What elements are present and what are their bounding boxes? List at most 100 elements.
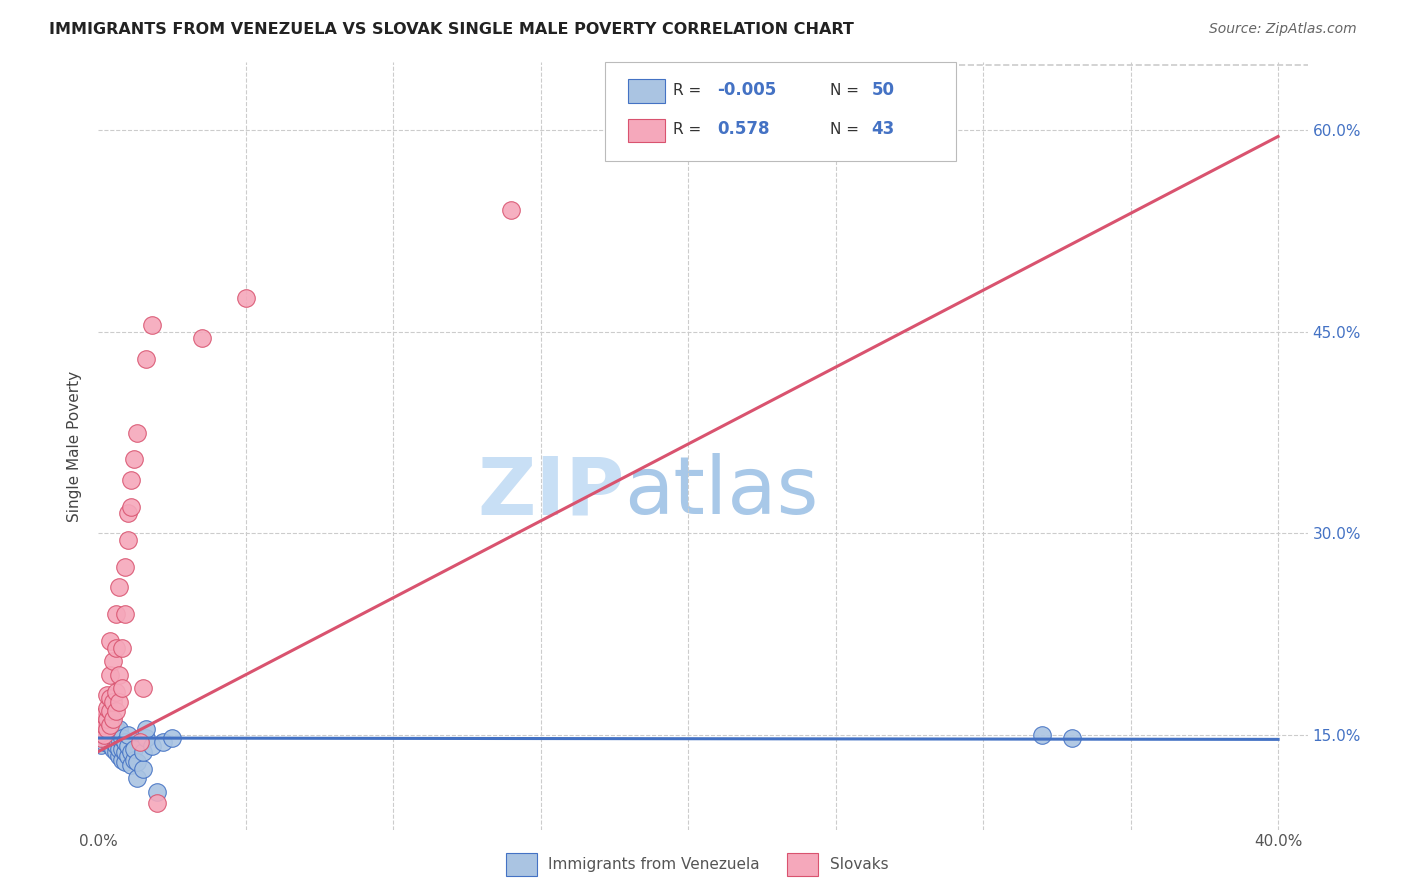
Text: 50: 50: [872, 81, 894, 99]
Point: [108, 695, 131, 709]
Point: [101, 654, 124, 668]
Point: [111, 640, 134, 655]
Point: [90, 738, 112, 752]
Point: [160, 731, 183, 745]
Y-axis label: Single Male Poverty: Single Male Poverty: [67, 370, 83, 522]
Point: [105, 744, 128, 758]
Text: R =: R =: [673, 122, 707, 136]
Point: [1060, 731, 1083, 745]
Point: [108, 731, 131, 745]
Point: [105, 607, 128, 622]
Point: [114, 735, 136, 749]
Point: [117, 728, 139, 742]
Point: [101, 717, 124, 731]
Point: [98, 712, 121, 726]
Point: [98, 667, 121, 681]
Point: [90, 731, 112, 745]
Point: [90, 725, 112, 739]
Point: [96, 725, 118, 739]
Point: [98, 717, 121, 731]
Point: [131, 744, 153, 758]
Point: [114, 607, 136, 622]
Point: [117, 506, 139, 520]
Point: [90, 714, 112, 729]
Point: [98, 731, 121, 745]
Point: [90, 725, 112, 739]
Point: [108, 748, 131, 763]
Point: [108, 741, 131, 756]
Point: [131, 762, 153, 776]
Point: [120, 473, 142, 487]
Point: [120, 758, 142, 772]
Point: [135, 722, 157, 736]
Point: [141, 318, 163, 332]
Point: [122, 741, 145, 756]
Point: [105, 731, 128, 745]
Point: [122, 753, 145, 767]
Point: [101, 741, 124, 756]
Point: [98, 634, 121, 648]
Point: [146, 796, 169, 810]
Point: [141, 739, 163, 753]
Point: [125, 772, 148, 786]
Point: [105, 704, 128, 718]
Point: [117, 739, 139, 753]
Point: [105, 640, 128, 655]
Point: [93, 735, 115, 749]
Text: N =: N =: [830, 83, 863, 97]
Point: [114, 744, 136, 758]
Text: 0.578: 0.578: [717, 120, 769, 138]
Point: [125, 425, 148, 440]
Point: [108, 722, 131, 736]
Point: [117, 533, 139, 548]
Text: Immigrants from Venezuela: Immigrants from Venezuela: [548, 857, 761, 871]
Point: [1031, 728, 1053, 742]
Point: [108, 580, 131, 594]
Point: [96, 722, 118, 736]
Point: [96, 688, 118, 702]
Point: [105, 722, 128, 736]
Text: IMMIGRANTS FROM VENEZUELA VS SLOVAK SINGLE MALE POVERTY CORRELATION CHART: IMMIGRANTS FROM VENEZUELA VS SLOVAK SING…: [49, 22, 853, 37]
Point: [96, 701, 118, 715]
Point: [96, 732, 118, 747]
Point: [101, 728, 124, 742]
Text: -0.005: -0.005: [717, 81, 776, 99]
Point: [235, 291, 257, 305]
Point: [98, 690, 121, 705]
Text: Slovaks: Slovaks: [830, 857, 889, 871]
Point: [111, 753, 134, 767]
Point: [135, 731, 157, 745]
Point: [128, 735, 150, 749]
Point: [105, 738, 128, 752]
Point: [111, 741, 134, 756]
Point: [93, 708, 115, 723]
Point: [90, 731, 112, 745]
Text: Source: ZipAtlas.com: Source: ZipAtlas.com: [1209, 22, 1357, 37]
Point: [93, 722, 115, 736]
Point: [114, 560, 136, 574]
Point: [135, 351, 157, 366]
Point: [98, 738, 121, 752]
Point: [101, 735, 124, 749]
Point: [111, 731, 134, 745]
Text: N =: N =: [830, 122, 863, 136]
Point: [125, 756, 148, 770]
Text: 43: 43: [872, 120, 896, 138]
Point: [117, 748, 139, 763]
Text: atlas: atlas: [624, 453, 818, 531]
Point: [96, 714, 118, 729]
Point: [101, 712, 124, 726]
Point: [501, 203, 523, 218]
Point: [98, 722, 121, 736]
Point: [146, 785, 169, 799]
Point: [93, 717, 115, 731]
Point: [105, 685, 128, 699]
Point: [101, 695, 124, 709]
Point: [98, 704, 121, 718]
Point: [108, 667, 131, 681]
Text: R =: R =: [673, 83, 707, 97]
Point: [111, 681, 134, 696]
Text: ZIP: ZIP: [477, 453, 624, 531]
Point: [93, 728, 115, 742]
Point: [190, 331, 212, 345]
